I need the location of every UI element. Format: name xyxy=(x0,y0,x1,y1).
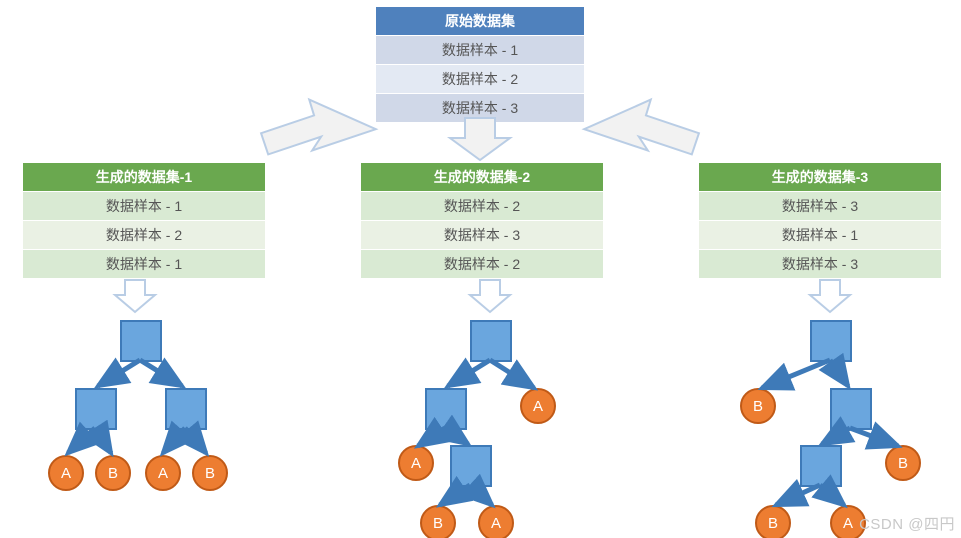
tree3-node xyxy=(800,445,842,487)
tree2-leaf: A xyxy=(478,505,514,538)
gen1-row: 数据样本 - 2 xyxy=(23,221,266,250)
gen3-row: 数据样本 - 1 xyxy=(699,221,942,250)
tree1-node xyxy=(165,388,207,430)
tree3-node xyxy=(830,388,872,430)
tree2-node xyxy=(470,320,512,362)
tree3-leaf: B xyxy=(740,388,776,424)
original-row: 数据样本 - 3 xyxy=(376,94,585,123)
gen3-row: 数据样本 - 3 xyxy=(699,192,942,221)
tree3-leaf: B xyxy=(755,505,791,538)
gen3-row: 数据样本 - 3 xyxy=(699,250,942,279)
gen1-row: 数据样本 - 1 xyxy=(23,250,266,279)
tree1-leaf: B xyxy=(192,455,228,491)
watermark: CSDN @四円 xyxy=(859,513,955,534)
tree2-node xyxy=(425,388,467,430)
generated-dataset-1: 生成的数据集-1 数据样本 - 1 数据样本 - 2 数据样本 - 1 xyxy=(22,162,266,279)
gen2-row: 数据样本 - 2 xyxy=(361,192,604,221)
gen1-title: 生成的数据集-1 xyxy=(23,163,266,192)
tree1-node xyxy=(120,320,162,362)
tree2-leaf: A xyxy=(520,388,556,424)
original-row: 数据样本 - 2 xyxy=(376,65,585,94)
generated-dataset-3: 生成的数据集-3 数据样本 - 3 数据样本 - 1 数据样本 - 3 xyxy=(698,162,942,279)
tree1-leaf: B xyxy=(95,455,131,491)
gen1-row: 数据样本 - 1 xyxy=(23,192,266,221)
generated-dataset-2: 生成的数据集-2 数据样本 - 2 数据样本 - 3 数据样本 - 2 xyxy=(360,162,604,279)
gen2-title: 生成的数据集-2 xyxy=(361,163,604,192)
tree1-leaf: A xyxy=(145,455,181,491)
tree2-leaf: B xyxy=(420,505,456,538)
tree3-leaf: B xyxy=(885,445,921,481)
gen2-row: 数据样本 - 3 xyxy=(361,221,604,250)
tree1-node xyxy=(75,388,117,430)
tree2-leaf: A xyxy=(398,445,434,481)
tree2-node xyxy=(450,445,492,487)
gen2-row: 数据样本 - 2 xyxy=(361,250,604,279)
tree3-node xyxy=(810,320,852,362)
tree1-leaf: A xyxy=(48,455,84,491)
gen3-title: 生成的数据集-3 xyxy=(699,163,942,192)
original-row: 数据样本 - 1 xyxy=(376,36,585,65)
original-title: 原始数据集 xyxy=(376,7,585,36)
original-dataset-table: 原始数据集 数据样本 - 1 数据样本 - 2 数据样本 - 3 xyxy=(375,6,585,123)
